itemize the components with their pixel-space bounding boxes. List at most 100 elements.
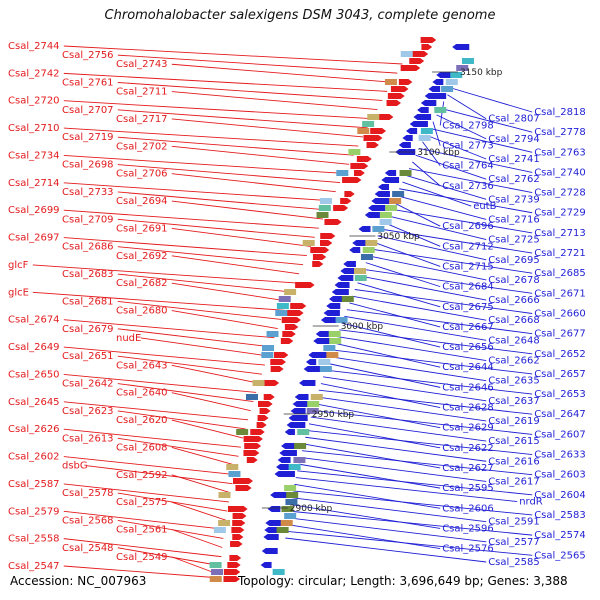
feature-block	[354, 268, 367, 274]
leader-line-forward	[117, 109, 368, 129]
leader-line-reverse	[354, 289, 533, 314]
gene-label-reverse: Csal_2721	[534, 248, 586, 259]
gene-label-forward: Csal_2702	[116, 141, 168, 152]
feature-block	[348, 149, 361, 155]
leader-line-reverse	[429, 127, 533, 153]
gene-label-reverse: Csal_2637	[488, 396, 540, 407]
gene-label-reverse: Csal_2695	[488, 255, 540, 266]
feature-block	[209, 576, 222, 582]
gene-label-reverse: Csal_2666	[488, 295, 540, 306]
forward-gene-glyph	[232, 520, 246, 526]
leader-line-forward	[117, 383, 254, 402]
feature-block	[218, 492, 231, 498]
leader-line-reverse	[377, 235, 487, 261]
gene-label-forward: dsbG	[62, 461, 88, 472]
gene-label-reverse: Csal_2807	[488, 114, 540, 125]
leader-line-reverse	[297, 470, 533, 496]
leader-line-reverse	[285, 537, 487, 563]
forward-gene-glyph	[421, 44, 433, 50]
leader-line-reverse	[320, 383, 441, 408]
gene-label-forward: Csal_2608	[116, 442, 168, 453]
leader-line-forward	[117, 218, 315, 238]
reverse-gene-glyph	[288, 415, 308, 421]
forward-gene-glyph	[400, 65, 421, 71]
reverse-gene-glyph	[294, 394, 309, 400]
feature-block	[284, 513, 297, 519]
forward-gene-glyph	[223, 576, 241, 582]
gene-label-forward: Csal_2547	[8, 561, 60, 572]
gene-label-forward: Csal_2558	[8, 534, 60, 545]
leader-line-forward	[117, 547, 221, 567]
feature-block	[450, 72, 463, 78]
leader-line-forward	[171, 529, 223, 548]
leader-line-forward	[171, 173, 336, 193]
map-title: Chromohalobacter salexigens DSM 3043, co…	[104, 8, 496, 23]
leader-line-reverse	[295, 477, 518, 502]
gene-label-forward: Csal_2649	[8, 342, 60, 353]
gene-label-reverse: Csal_2595	[442, 483, 494, 494]
reverse-gene-glyph	[277, 457, 291, 463]
leader-line-forward	[63, 538, 222, 558]
left-leader-lines	[32, 45, 403, 579]
leader-line-reverse	[294, 483, 441, 509]
gene-label-reverse: Csal_2629	[442, 423, 494, 434]
leader-line-forward	[63, 428, 241, 448]
leader-line-reverse	[412, 161, 441, 187]
gene-label-reverse: Csal_2716	[488, 214, 540, 225]
feature-block	[362, 247, 375, 253]
leader-line-forward	[86, 465, 233, 485]
gene-label-forward: Csal_2682	[116, 278, 168, 289]
reverse-gene-glyph	[349, 247, 361, 253]
leader-line-reverse	[288, 517, 487, 543]
feature-block	[384, 79, 397, 85]
leader-line-forward	[63, 319, 275, 339]
reverse-gene-glyph	[368, 205, 388, 211]
leader-line-forward	[63, 155, 345, 174]
feature-block	[379, 219, 392, 225]
forward-gene-glyph	[312, 261, 324, 267]
reverse-gene-glyph	[263, 534, 279, 540]
gene-label-forward: Csal_2549	[116, 552, 168, 563]
forward-gene-glyph	[263, 394, 275, 400]
forward-gene-glyph	[231, 527, 245, 533]
reverse-gene-glyph	[378, 184, 390, 190]
reverse-gene-glyph	[281, 443, 297, 449]
gene-label-forward: Csal_2650	[8, 369, 60, 380]
gene-label-forward: Csal_2691	[116, 223, 168, 234]
forward-gene-glyph	[233, 478, 254, 484]
gene-label-reverse: nrdR	[519, 497, 543, 508]
reverse-gene-glyph	[381, 177, 400, 183]
leader-line-reverse	[287, 524, 441, 550]
leader-line-reverse	[329, 356, 487, 382]
leader-line-forward	[171, 446, 237, 466]
reverse-gene-glyph	[374, 191, 390, 197]
gene-label-reverse: Csal_2778	[534, 127, 586, 138]
feature-block	[372, 226, 385, 232]
forward-gene-glyph	[282, 331, 296, 337]
feature-block	[357, 128, 370, 134]
right-gene-labels: Csal_2818Csal_2807Csal_2798Csal_2778Csal…	[442, 107, 586, 568]
leader-line-reverse	[344, 315, 487, 341]
right-leader-lines	[285, 87, 533, 563]
gene-label-reverse: Csal_2715	[442, 261, 494, 272]
reverse-gene-glyph	[303, 366, 321, 372]
feature-block	[262, 345, 275, 351]
gene-label-forward: Csal_2626	[8, 424, 60, 435]
reverse-gene-glyph	[409, 121, 428, 127]
leader-line-forward	[117, 437, 239, 457]
leader-line-forward	[171, 118, 364, 138]
gene-label-reverse: Csal_2677	[534, 329, 586, 340]
feature-block	[236, 429, 249, 435]
feature-block	[445, 79, 458, 85]
forward-gene-glyph	[324, 219, 342, 225]
reverse-gene-glyph	[413, 114, 432, 120]
feature-block	[294, 443, 307, 449]
forward-gene-glyph	[229, 555, 242, 561]
forward-gene-glyph	[319, 240, 333, 246]
gene-label-reverse: Csal_2574	[534, 530, 586, 541]
gene-label-reverse: Csal_2818	[534, 107, 586, 118]
leader-line-reverse	[336, 336, 487, 361]
reverse-gene-glyph	[384, 170, 397, 176]
reverse-gene-glyph	[424, 93, 447, 99]
gene-features	[209, 37, 474, 582]
